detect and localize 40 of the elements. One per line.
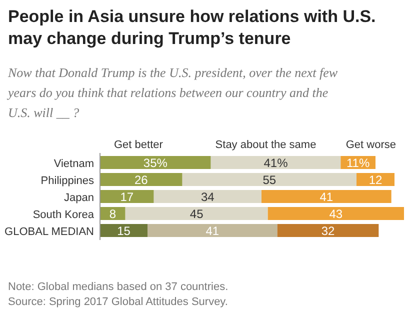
data-label: 35% (143, 156, 168, 170)
bar (100, 190, 154, 203)
data-label: 12 (368, 173, 382, 187)
bar (268, 207, 404, 220)
y-tick-label: Japan (64, 192, 94, 204)
data-label: 45 (190, 207, 204, 221)
y-tick-label: GLOBAL MEDIAN (4, 226, 94, 238)
data-label: 41% (264, 156, 288, 170)
series-label: Get better (114, 139, 164, 151)
bar (100, 173, 182, 186)
bar (100, 156, 211, 169)
data-label: 26 (134, 173, 148, 187)
series-label: Stay about the same (215, 139, 316, 151)
bar (210, 156, 341, 169)
bar (262, 190, 392, 203)
data-label: 41 (320, 190, 334, 204)
series-label: Get worse (346, 139, 396, 151)
y-tick-label: South Korea (32, 209, 95, 221)
y-tick-label: Philippines (40, 175, 94, 187)
data-label: 8 (109, 207, 116, 221)
data-label: 11% (346, 156, 370, 170)
bar (277, 224, 379, 237)
data-label: 43 (329, 207, 343, 221)
bar (125, 207, 268, 220)
bar (100, 224, 148, 237)
data-label: 15 (117, 224, 131, 238)
bar (182, 173, 356, 186)
y-tick-label: Vietnam (54, 158, 94, 170)
data-label: 32 (321, 224, 335, 238)
data-label: 17 (120, 190, 134, 204)
source-note: Source: Spring 2017 Global Attitudes Survey. (8, 296, 228, 308)
chart-title: People in Asia unsure how relations with U.S. may change during Trump’s tenure (8, 7, 376, 48)
bar (154, 190, 262, 203)
data-label: 41 (206, 224, 220, 238)
text: Note: Global medians based on 37 countries. (8, 281, 228, 293)
bar (356, 173, 394, 186)
data-label: 34 (200, 190, 215, 204)
bar (148, 224, 278, 237)
chart-subtitle: Now that Donald Trump is the U.S. president, over the next few years do you think that relations between our country and the U.S. will __ ? (6, 65, 338, 120)
data-label: 55 (262, 173, 276, 187)
